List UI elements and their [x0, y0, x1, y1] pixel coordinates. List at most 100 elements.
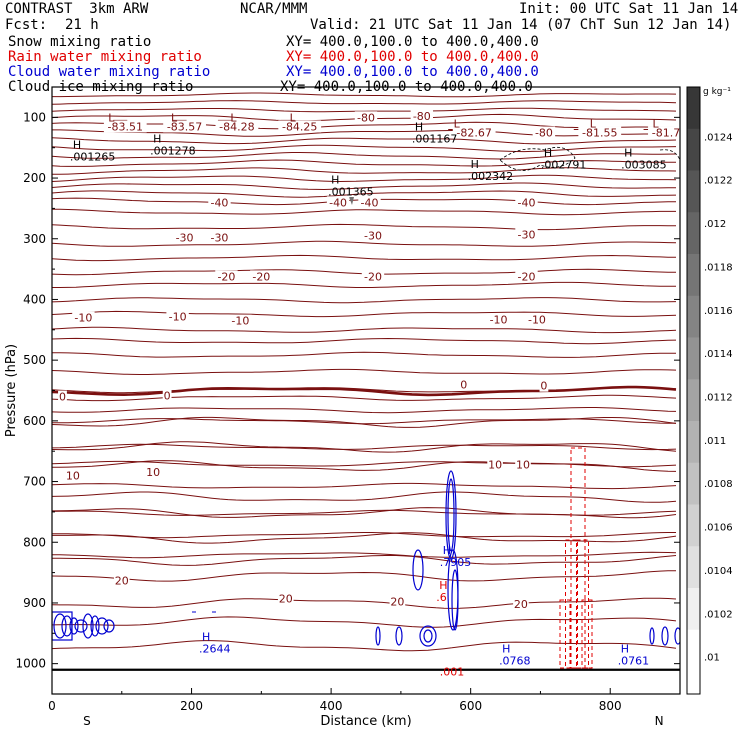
snow-contour	[499, 146, 576, 171]
isotherm-line	[52, 570, 677, 582]
label-bg	[278, 120, 322, 133]
max-mark: H	[502, 643, 510, 656]
label-bg	[58, 390, 67, 403]
x-tick-label: 800	[599, 699, 622, 713]
temperature-label: 0	[164, 389, 171, 402]
isotherm-line	[52, 182, 676, 191]
colorbar-swatch	[687, 295, 700, 340]
max-value: .001167	[412, 133, 458, 146]
label-bg	[72, 311, 95, 324]
temperature-label: 0	[59, 391, 66, 404]
temperature-label: -80	[535, 127, 553, 140]
label-bg	[250, 270, 273, 283]
cloud-water-contour	[395, 626, 403, 646]
temperature-label: -40	[329, 196, 347, 209]
max-value: .0761	[618, 655, 650, 668]
label-bg	[208, 231, 231, 244]
rain-contour	[559, 599, 571, 669]
cloud-water-contour	[412, 549, 424, 591]
colorbar-swatch	[687, 87, 700, 131]
label-bg	[358, 196, 381, 209]
label-bg	[65, 469, 81, 482]
label-bg	[326, 196, 350, 209]
isotherm-line	[52, 223, 676, 231]
y-tick-label: 700	[23, 475, 46, 489]
label-bg	[648, 126, 685, 139]
isotherm-line	[52, 152, 677, 160]
label-bg	[277, 592, 294, 605]
colorbar-tick-label: .0118	[704, 262, 733, 273]
colorbar-tick-label: .0104	[704, 566, 733, 577]
gray-marker	[349, 197, 354, 205]
cloud-water-contour	[419, 625, 437, 647]
y-tick-label: 300	[23, 232, 46, 246]
max-value: .002791	[541, 159, 587, 172]
temperature-label: -30	[364, 230, 382, 243]
temperature-label: -20	[252, 270, 270, 283]
temperature-label: -10	[74, 312, 92, 325]
temperature-label: -80	[357, 111, 375, 124]
label-bg	[410, 110, 434, 123]
label-bg	[173, 231, 196, 244]
isotherm-line	[52, 460, 677, 472]
temperature-label: -80	[413, 110, 431, 123]
temperature-label: 0	[460, 378, 467, 391]
init-time: Init: 00 UTC Sat 11 Jan 14	[519, 1, 739, 17]
rain-contour	[581, 599, 593, 669]
max-mark: H	[439, 579, 447, 592]
label-bg	[389, 595, 406, 608]
temperature-label: 20	[279, 593, 293, 606]
max-mark: H	[544, 147, 552, 160]
isotherm-line	[52, 507, 677, 519]
isotherm-line	[52, 310, 677, 318]
max-mark: H	[73, 139, 81, 152]
temperature-label: -82.67	[456, 127, 491, 140]
isotherm-line	[52, 190, 677, 198]
temperature-label: -83.51	[108, 120, 143, 133]
label-bg	[515, 270, 538, 283]
x-end-label-south: S	[83, 714, 91, 728]
colorbar-swatch	[687, 588, 700, 632]
figure-title: CONTRAST 3km ARW	[5, 1, 149, 17]
isotherm-line	[52, 240, 677, 247]
max-mark: H	[331, 173, 339, 186]
colorbar-frame	[686, 86, 701, 695]
y-tick-label: 900	[23, 596, 46, 610]
isotherm-line	[52, 407, 677, 414]
low-mark: L	[653, 117, 660, 130]
cloud-water-contour	[52, 611, 73, 641]
temperature-label: -20	[217, 270, 235, 283]
isotherm-line	[52, 482, 677, 490]
colorbar-swatch	[687, 128, 700, 173]
isotherm-line	[52, 129, 677, 137]
cloud-water-contour	[447, 478, 455, 552]
isotherm-line	[52, 532, 676, 539]
isotherm-line	[52, 351, 676, 358]
label-bg	[539, 379, 549, 392]
temperature-label: -84.25	[282, 120, 317, 133]
colorbar-tick-label: .0116	[704, 306, 733, 317]
isotherm-line	[52, 368, 677, 375]
label-bg	[515, 196, 538, 209]
cloud-water-contour	[103, 619, 115, 633]
temperature-label: 10	[516, 459, 530, 472]
cloud-water-contour	[90, 615, 100, 637]
label-bg	[163, 120, 206, 133]
isotherm-line	[52, 121, 677, 130]
label-bg	[515, 228, 538, 241]
center-label: NCAR/MMM	[240, 1, 308, 17]
cloud-water-contour	[82, 613, 94, 639]
temperature-label: -10	[169, 310, 187, 323]
y-tick-label: 100	[23, 110, 46, 124]
label-bg	[354, 111, 378, 124]
isotherm-line	[52, 92, 677, 98]
isotherm-line	[52, 144, 677, 153]
temperature-label: -10	[528, 313, 546, 326]
isotherm-line	[52, 616, 677, 628]
isotherm-line	[52, 551, 677, 559]
colorbar-tick-label: .0124	[704, 132, 733, 143]
isotherm-line	[52, 326, 677, 334]
legend-rain-label: Rain water mixing ratio	[8, 49, 202, 65]
